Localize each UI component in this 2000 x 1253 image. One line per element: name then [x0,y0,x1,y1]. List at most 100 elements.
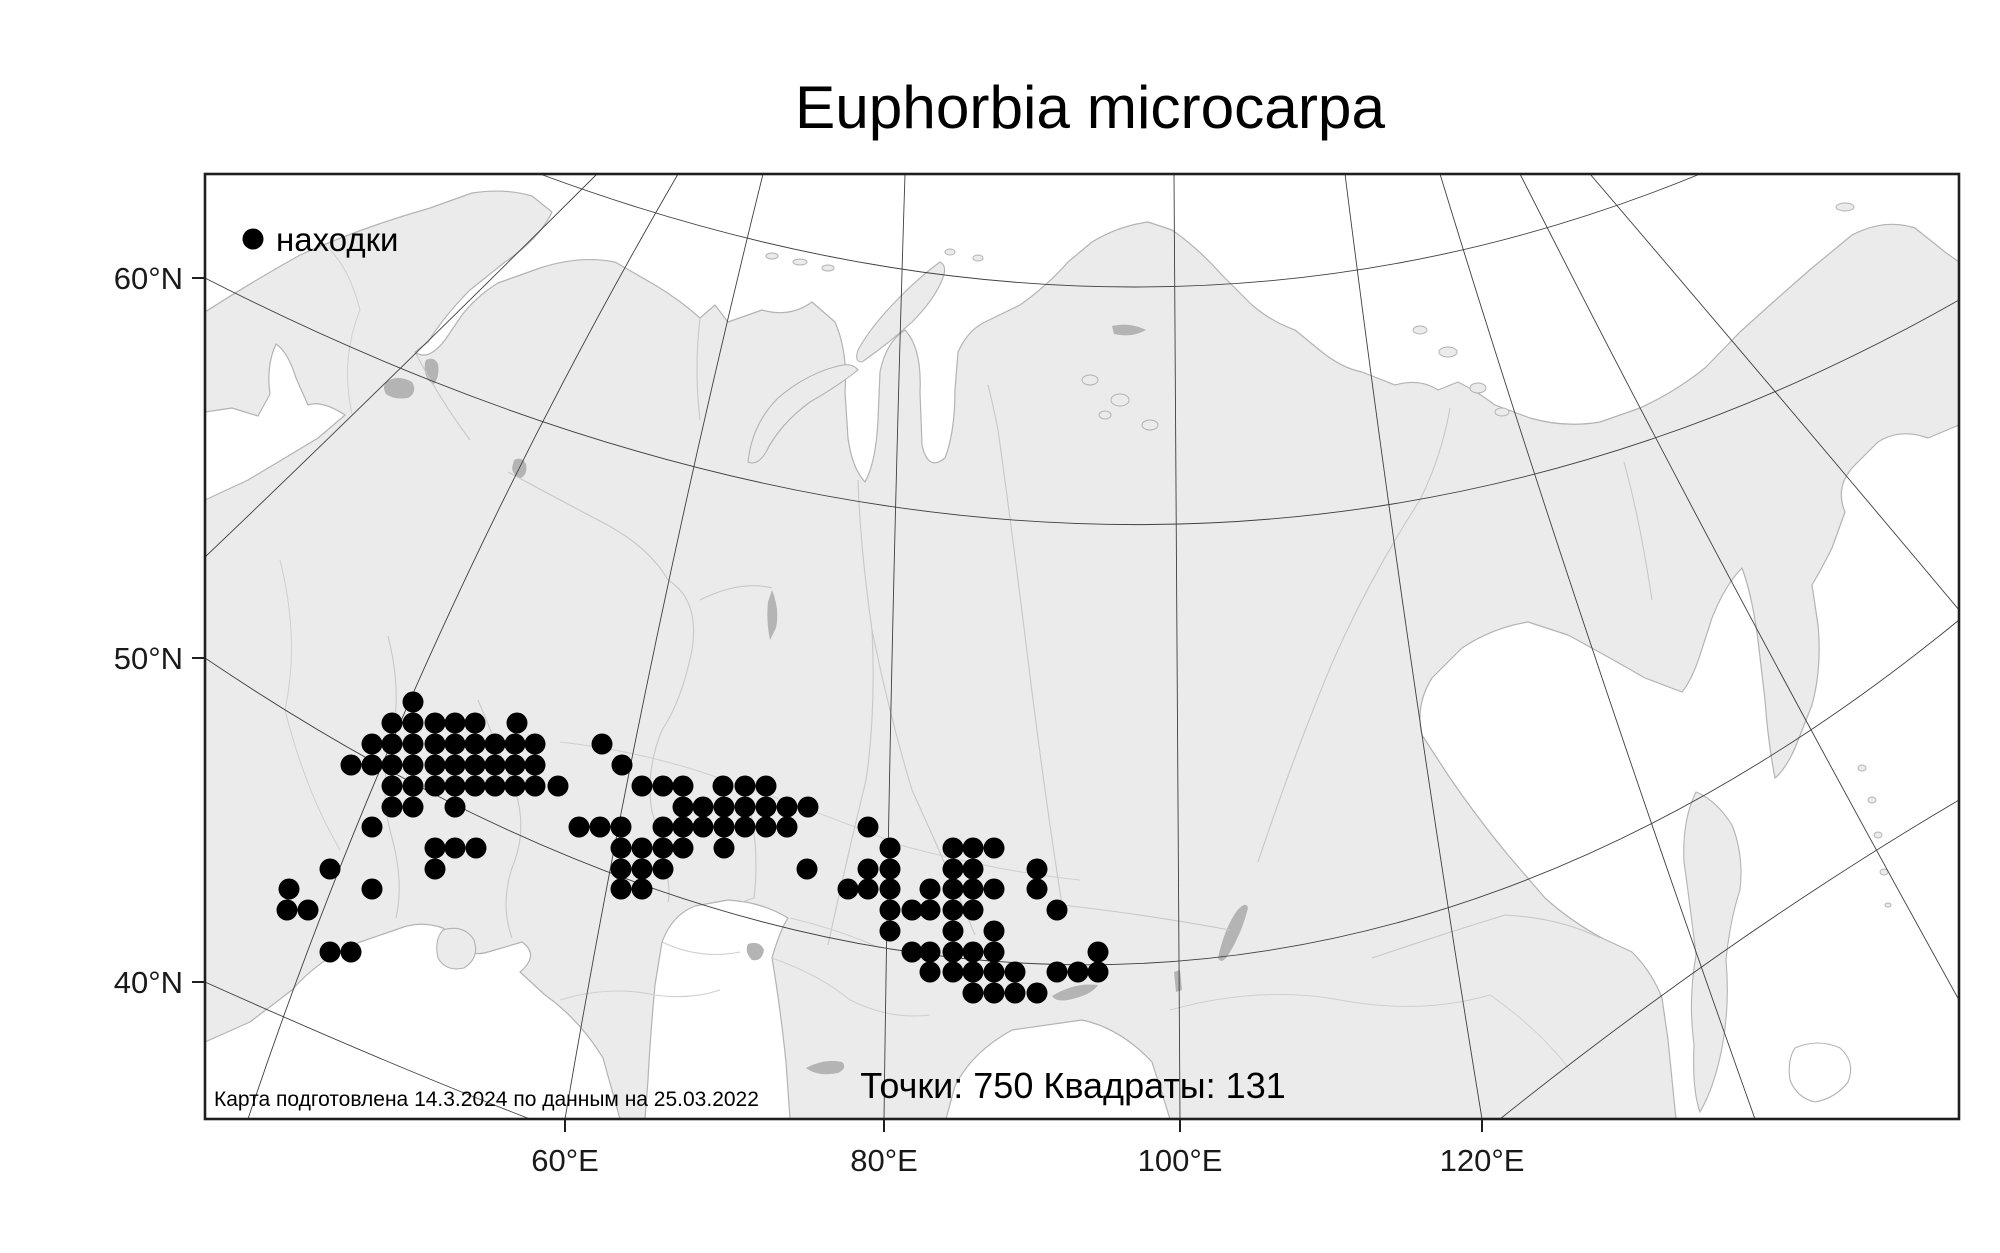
occurrence-dot [879,837,901,859]
occurrence-dot [652,837,674,859]
river [696,317,701,421]
occurrence-dot [524,733,546,755]
occurrence-dot [1026,858,1048,880]
occurrence-dot [672,796,694,818]
lon-tick-label: 100°E [1138,1143,1223,1178]
occurrence-dot [942,941,964,963]
occurrence-dot [402,691,424,713]
occurrence-dot [1026,982,1048,1004]
occurrence-dot [879,858,901,880]
occurrence-dot [465,837,487,859]
occurrence-dot [879,878,901,900]
occurrence-dot [484,754,506,776]
legend-label: находки [276,221,398,258]
graticule-parallel-40n-east [1499,799,1959,1119]
graticule-meridian-20e [205,174,598,558]
occurrence-dot [484,733,506,755]
lake [1218,904,1248,961]
country-border [661,941,741,955]
islet [1098,410,1112,420]
islet [972,254,984,262]
occurrence-dot [591,733,613,755]
islet [765,252,779,260]
islet [1141,419,1159,431]
occurrence-dot [962,941,984,963]
legend: находки [242,221,398,258]
occurrence-dot [797,796,819,818]
occurrence-dot [381,733,403,755]
lake [424,358,439,384]
occurrence-dot [589,816,611,838]
graticule-meridian-100e [1173,174,1181,1119]
occurrence-dot [631,775,653,797]
occurrence-dot [361,733,383,755]
graticule-meridian-80e [883,174,906,1119]
occurrence-dot [568,816,590,838]
occurrence-dot [672,837,694,859]
occurrence-dot [734,816,756,838]
river [414,351,471,441]
occurrence-dot [610,816,632,838]
graticule-meridian-120e [1344,174,1483,1119]
occurrence-dot [983,920,1005,942]
occurrence-dot [919,961,941,983]
occurrence-dot [297,899,319,921]
occurrence-dot [424,858,446,880]
page-title: Euphorbia microcarpa [795,74,1386,141]
occurrence-dot [942,837,964,859]
occurrence-dot [276,899,298,921]
river [857,479,976,936]
occurrence-dot [983,941,1005,963]
lat-tick-label: 60°N [114,261,183,296]
occurrence-dot [444,733,466,755]
occurrence-dot [278,878,300,900]
occurrence-dot [755,796,777,818]
lake [384,378,415,399]
country-border [559,989,721,1001]
occurrence-dot [879,899,901,921]
occurrence-dot [361,878,383,900]
occurrence-dot [734,775,756,797]
occurrence-dots [276,691,1109,1004]
occurrence-dot [962,961,984,983]
graticule-parallel-40n-west [205,981,531,1119]
occurrence-dot [631,858,653,880]
occurrence-dot [776,816,798,838]
islet [1110,393,1130,407]
river [1061,904,1231,931]
occurrence-dot [424,837,446,859]
graticule-meridian-140e [1439,174,1756,1119]
occurrence-dot [857,816,879,838]
lat-tick-label: 50°N [114,641,183,676]
occurrence-dot [713,816,735,838]
occurrence-dot [901,941,923,963]
occurrence-dot [424,712,446,734]
graticule-meridian-60e [564,174,764,1119]
occurrence-dot [340,754,362,776]
occurrence-dot [919,878,941,900]
islet [1835,202,1855,212]
occurrence-dot [506,712,528,734]
occurrence-dot [652,816,674,838]
occurrence-dot [962,858,984,880]
occurrence-dot [444,712,466,734]
lon-tick-label: 120°E [1440,1143,1525,1178]
occurrence-dot [361,816,383,838]
occurrence-dot [1087,961,1109,983]
island-outline [1788,1042,1852,1103]
occurrence-dot [672,775,694,797]
islet [1469,382,1487,394]
country-border [329,249,361,415]
islet [1857,764,1867,772]
occurrence-dot [1067,961,1089,983]
lake [1174,970,1182,992]
lake [746,942,764,961]
lake [806,1060,845,1075]
occurrence-dot [319,941,341,963]
lakes-layer [384,324,1248,1075]
occurrence-dot [942,878,964,900]
islet [944,248,956,256]
occurrence-dot [962,837,984,859]
